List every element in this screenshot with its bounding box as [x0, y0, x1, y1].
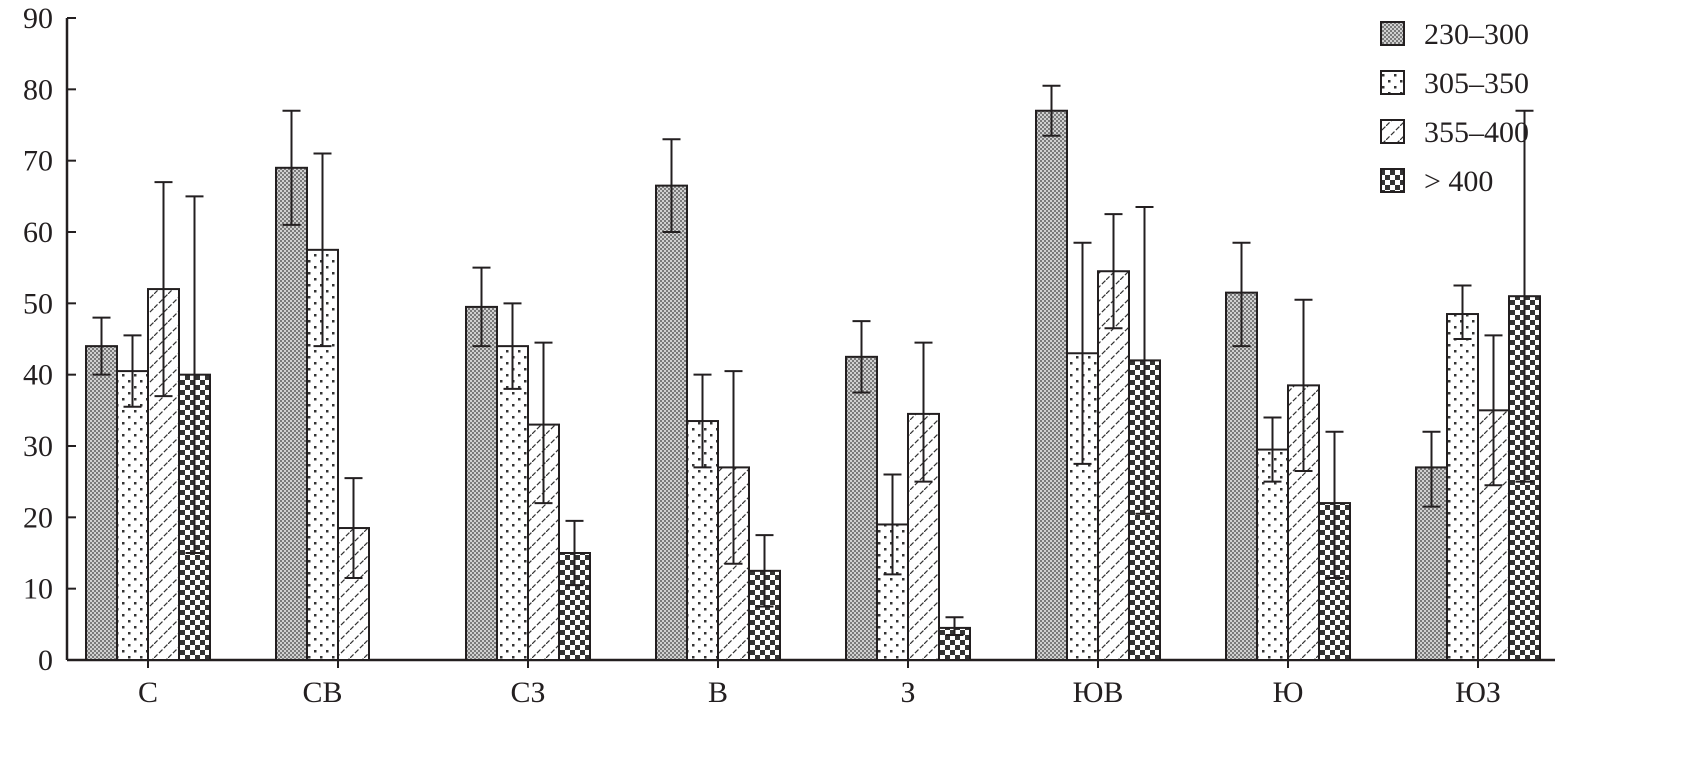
- bar-0-1: [116, 370, 149, 661]
- bar-7-1: [1446, 313, 1479, 661]
- y-tick-label: 70: [23, 145, 53, 178]
- bar-5-0: [1035, 109, 1068, 661]
- x-tick-label: З: [900, 676, 915, 709]
- bar-3-3: [748, 569, 781, 661]
- x-tick-label: ЮВ: [1073, 676, 1124, 709]
- y-tick-label: 90: [23, 2, 53, 35]
- y-tick-label: 80: [23, 73, 53, 106]
- x-tick-label: СВ: [302, 676, 342, 709]
- legend-swatch-1: [1380, 70, 1405, 95]
- legend: 230–300 305–350 355–400 > 400: [1380, 18, 1529, 198]
- x-tick-label: Ю: [1273, 676, 1304, 709]
- bar-4-0: [845, 355, 878, 661]
- legend-label-3: > 400: [1424, 165, 1493, 198]
- y-tick-label: 0: [38, 644, 53, 677]
- legend-swatch-2: [1380, 119, 1405, 144]
- x-tick-label: В: [708, 676, 728, 709]
- bar-3-0: [655, 184, 688, 661]
- y-tick-label: 10: [23, 573, 53, 606]
- bar-2-1: [496, 345, 529, 661]
- bar-0-0: [85, 345, 118, 661]
- y-tick-label: 30: [23, 430, 53, 463]
- bar-1-0: [275, 166, 308, 662]
- bar-0-2: [147, 288, 180, 661]
- legend-swatch-0: [1380, 21, 1405, 46]
- x-tick-label: ЮЗ: [1455, 676, 1501, 709]
- legend-label-2: 355–400: [1424, 116, 1529, 149]
- y-tick-label: 20: [23, 501, 53, 534]
- y-tick-label: 60: [23, 216, 53, 249]
- bars: [85, 84, 1541, 662]
- bar-6-0: [1225, 291, 1258, 661]
- legend-swatch-3: [1380, 168, 1405, 193]
- legend-label-1: 305–350: [1424, 67, 1529, 100]
- y-tick-label: 50: [23, 287, 53, 320]
- x-tick-label: СЗ: [510, 676, 545, 709]
- x-tick-label: С: [138, 676, 158, 709]
- bar-2-0: [465, 305, 498, 661]
- bar-5-2: [1097, 270, 1130, 661]
- y-tick-label: 40: [23, 359, 53, 392]
- legend-label-0: 230–300: [1424, 18, 1529, 51]
